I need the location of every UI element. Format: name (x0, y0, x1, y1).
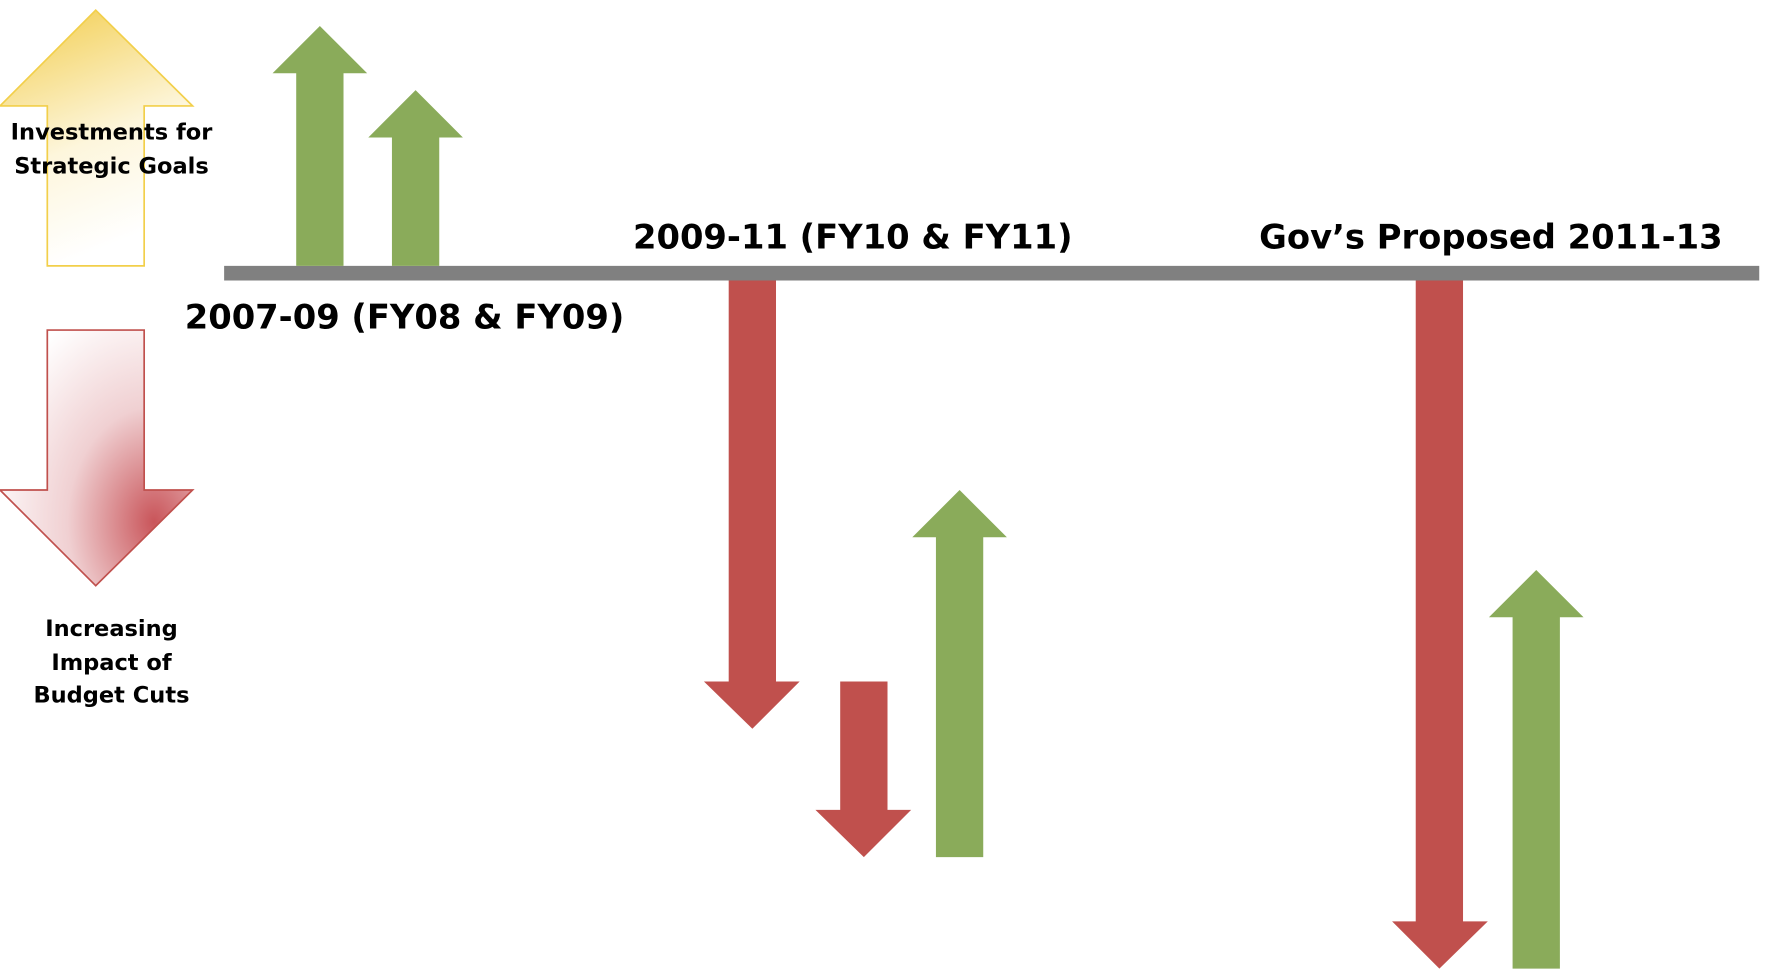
legend-text: Increasing (45, 616, 178, 642)
down-arrow (815, 681, 912, 858)
legend-up-arrow (0, 9, 195, 267)
legend-text: Impact of (51, 650, 172, 676)
legend-text: Strategic Goals (14, 153, 209, 179)
period-label: 2007-09 (FY08 & FY09) (185, 297, 625, 336)
down-arrow (703, 280, 800, 729)
timeline (224, 265, 1760, 281)
up-arrow (272, 25, 368, 266)
down-arrow (1392, 280, 1488, 969)
up-arrow (368, 90, 463, 266)
up-arrow (1488, 569, 1584, 969)
period-label: Gov’s Proposed 2011-13 (1259, 217, 1722, 256)
legend-text: Budget Cuts (33, 683, 189, 709)
period-label: 2009-11 (FY10 & FY11) (633, 217, 1073, 256)
legend-down-arrow (0, 329, 195, 587)
legend-text: Investments for (11, 119, 214, 145)
up-arrow (912, 490, 1007, 858)
